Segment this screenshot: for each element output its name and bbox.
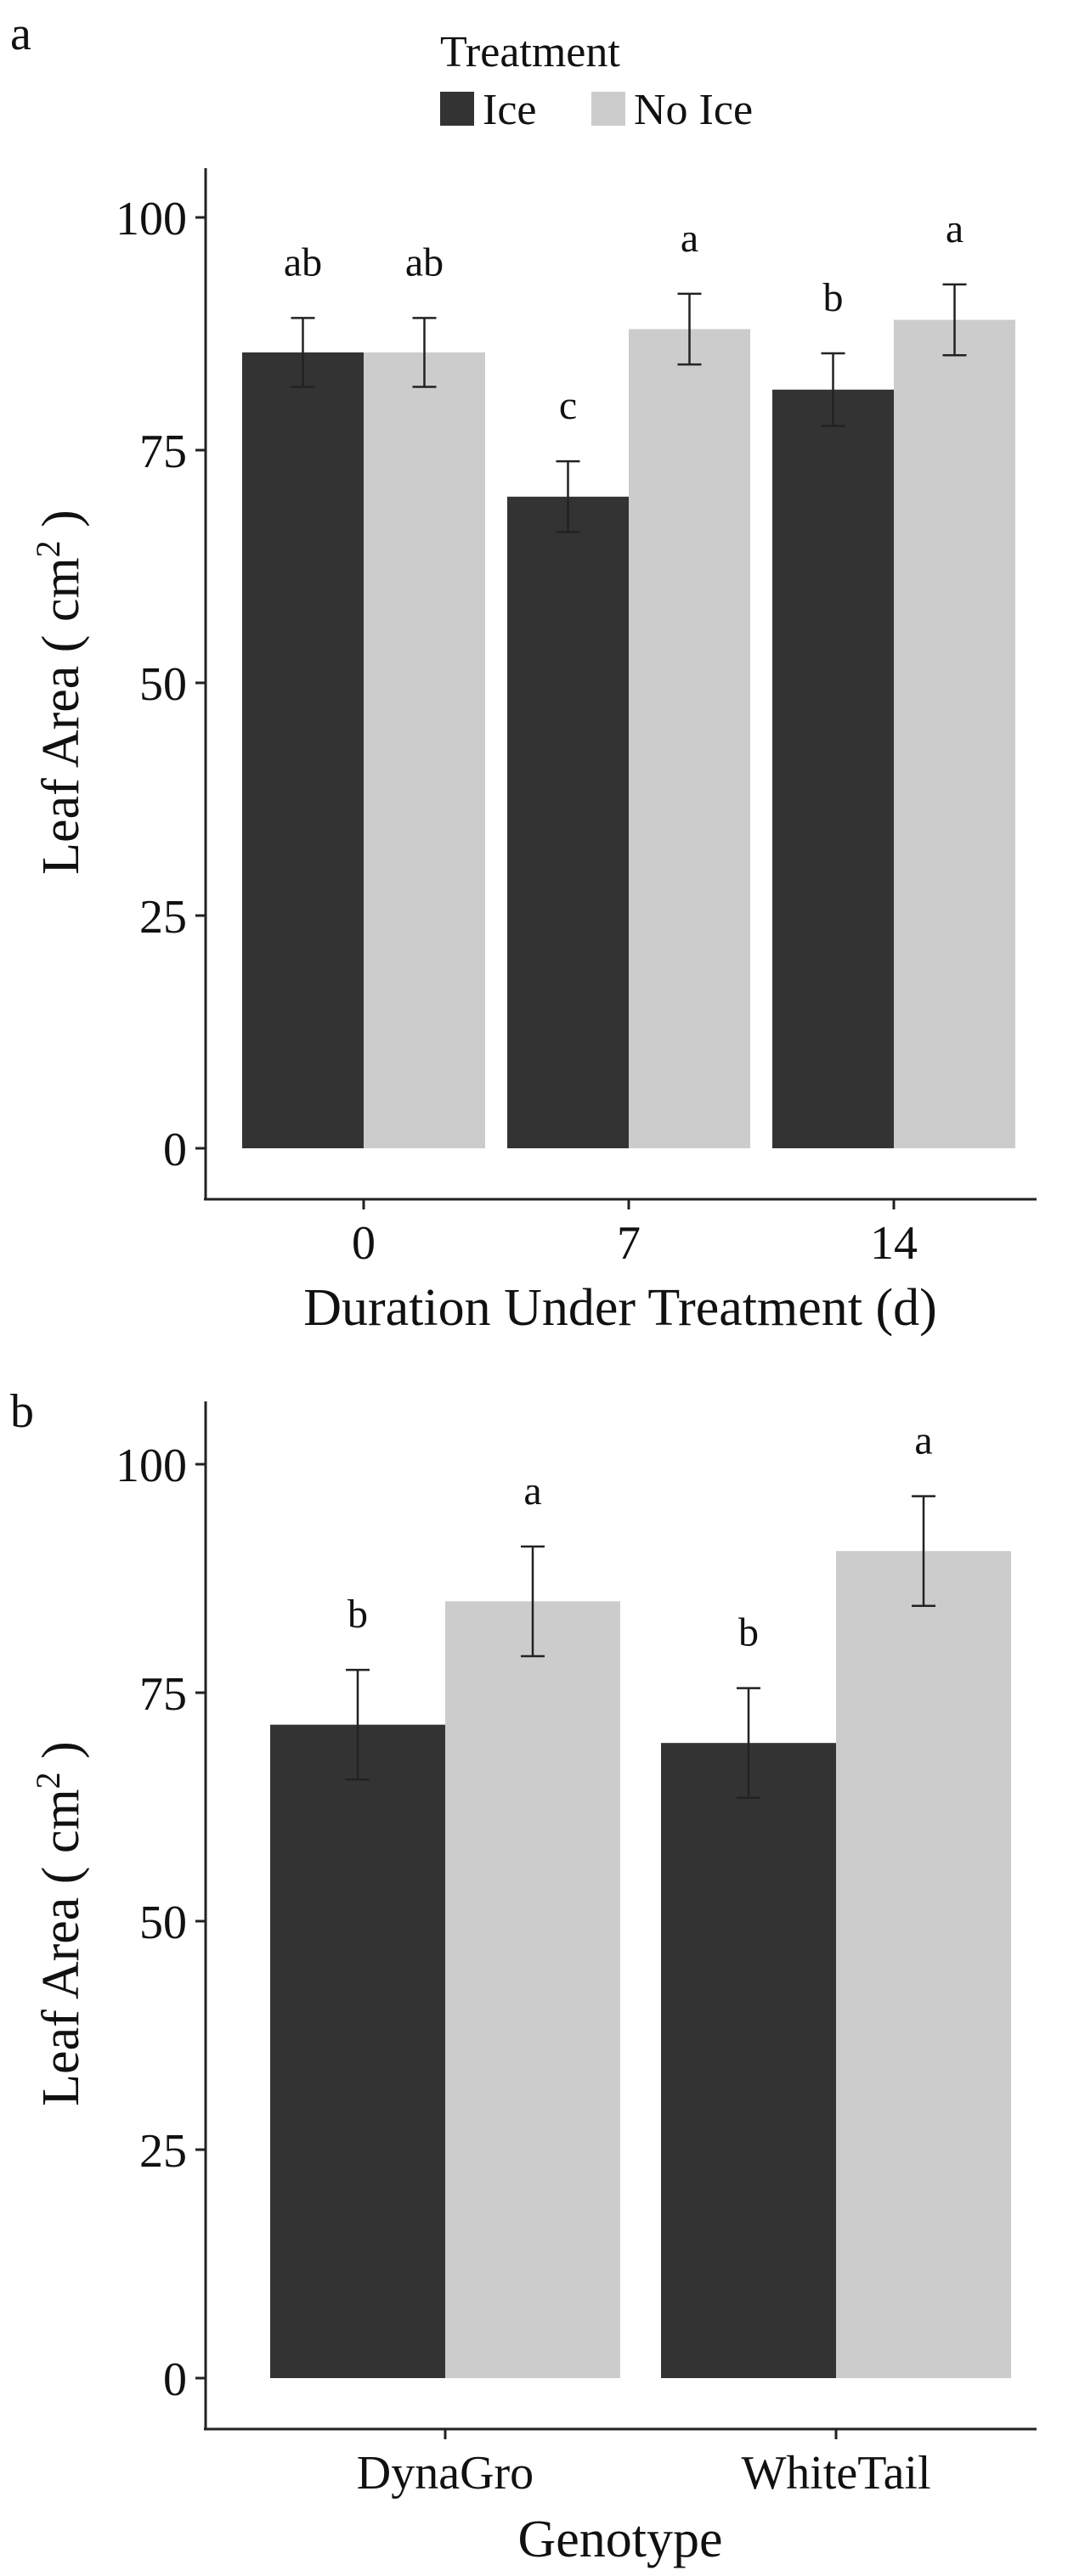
xtick-label-a-2: 14 [870, 1217, 918, 1270]
x-ticks-a: 0 7 14 [352, 1199, 918, 1270]
y-axis-title-a-text: Leaf Area ( cm [32, 557, 90, 874]
ytick-label-a-0: 0 [163, 1124, 187, 1176]
panel-label-b: b [10, 1385, 34, 1438]
sig-letter-a-0-1: ab [405, 240, 444, 285]
sig-letter-b-1-1: a [914, 1418, 932, 1463]
xtick-label-b-1: WhiteTail [741, 2447, 930, 2500]
x-axis-title-b: Genotype [517, 2511, 722, 2568]
sig-letter-b-1-0: b [738, 1610, 759, 1655]
bar-a-2-0 [772, 389, 894, 1148]
legend-label-no-ice: No Ice [634, 86, 753, 134]
y-ticks-b: 0 25 50 75 100 [116, 1440, 206, 2406]
ytick-label-b-4: 100 [116, 1440, 187, 1492]
bar-a-2-1 [894, 319, 1015, 1148]
bar-a-1-0 [507, 496, 629, 1148]
sig-letter-a-0-0: ab [284, 240, 322, 285]
y-axis-title-a-sup: 2 [29, 540, 67, 557]
legend-swatch-ice [440, 92, 474, 126]
bar-b-0-0 [270, 1724, 445, 2378]
y-axis-title-b-close: ) [32, 1741, 90, 1772]
y-axis-title-a-close: ) [32, 510, 90, 540]
bars-b: b a b a [270, 1418, 1011, 2378]
ytick-label-b-3: 75 [139, 1668, 187, 1721]
x-axis-title-a: Duration Under Treatment (d) [303, 1279, 937, 1337]
bar-b-0-1 [445, 1601, 620, 2378]
ytick-label-a-3: 75 [139, 426, 187, 478]
y-axis-title-b: Leaf Area ( cm2 ) [29, 1741, 90, 2106]
y-ticks-a: 0 25 50 75 100 [116, 193, 206, 1176]
y-axis-title-b-sup: 2 [29, 1772, 67, 1789]
bar-a-0-0 [242, 352, 364, 1148]
bar-a-0-1 [364, 352, 485, 1148]
bar-b-1-1 [836, 1551, 1011, 2378]
ytick-label-b-0: 0 [163, 2353, 187, 2406]
sig-letter-a-1-1: a [681, 216, 698, 261]
xtick-label-a-0: 0 [352, 1217, 376, 1270]
sig-letter-a-2-1: a [946, 206, 963, 251]
xtick-label-b-0: DynaGro [357, 2447, 534, 2500]
panel-b-plot: b a b a 0 25 50 75 100 DynaGro WhiteTail Genotyp… [29, 1401, 1037, 2568]
ytick-label-a-2: 50 [139, 658, 187, 711]
y-axis-title-b-text: Leaf Area ( cm [32, 1789, 90, 2105]
legend-title: Treatment [440, 28, 620, 76]
ytick-label-b-2: 50 [139, 1897, 187, 1949]
sig-letter-a-2-0: b [823, 275, 844, 320]
bar-b-1-0 [661, 1743, 836, 2378]
legend-label-ice: Ice [483, 86, 536, 134]
xtick-label-a-1: 7 [617, 1217, 641, 1270]
legend: Treatment Ice No Ice [440, 28, 753, 134]
panel-label-a: a [10, 8, 31, 60]
x-ticks-b: DynaGro WhiteTail [357, 2429, 931, 2500]
ytick-label-b-1: 25 [139, 2125, 187, 2178]
sig-letter-b-0-0: b [348, 1592, 368, 1637]
bar-a-1-1 [629, 329, 750, 1148]
legend-swatch-no-ice [591, 92, 625, 126]
ytick-label-a-1: 25 [139, 891, 187, 944]
sig-letter-b-0-1: a [523, 1468, 541, 1513]
y-axis-title-a: Leaf Area ( cm2 ) [29, 510, 90, 875]
sig-letter-a-1-0: c [559, 383, 577, 428]
ytick-label-a-4: 100 [116, 193, 187, 245]
